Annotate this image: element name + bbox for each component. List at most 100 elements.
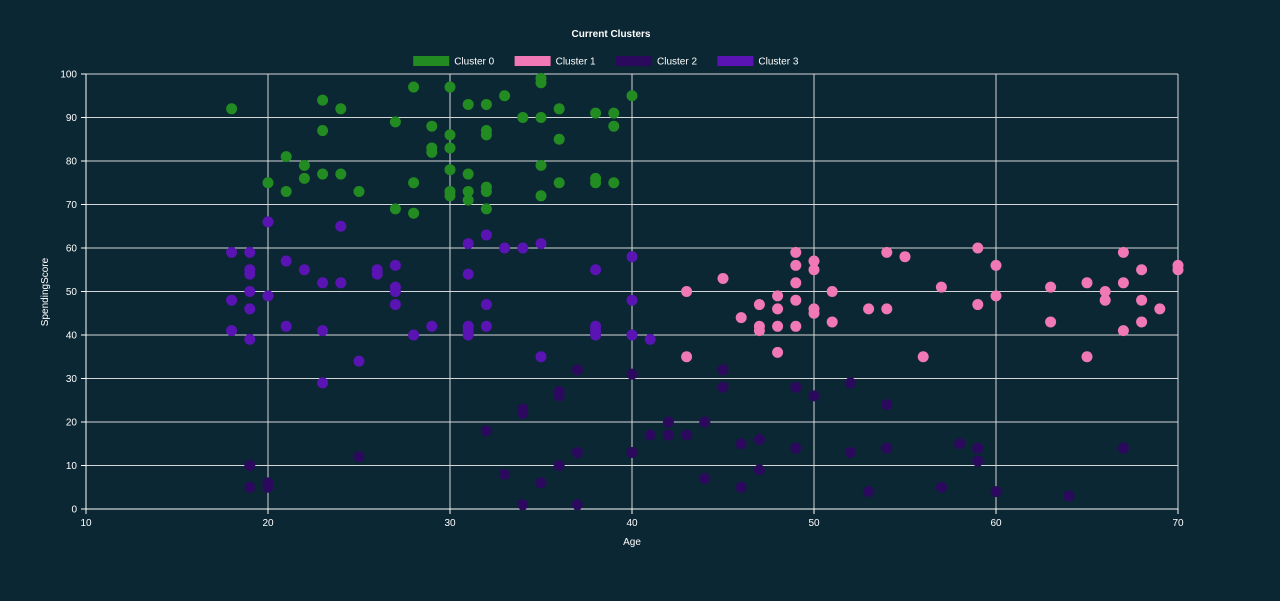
y-tick-label: 0 — [71, 505, 77, 516]
legend-swatch-cluster-0 — [413, 56, 450, 66]
cluster-1-point — [990, 290, 1002, 302]
cluster-0-point — [426, 120, 438, 132]
cluster-2-point — [662, 429, 674, 441]
cluster-0-point — [535, 159, 547, 171]
cluster-3-point — [262, 290, 274, 302]
cluster-0-point — [590, 177, 602, 189]
cluster-0-point — [535, 112, 547, 123]
cluster-1-point — [1136, 294, 1148, 306]
cluster-2-point — [972, 442, 984, 454]
cluster-2-point — [517, 407, 529, 419]
cluster-1-point — [881, 246, 893, 258]
cluster-3-point — [499, 242, 511, 254]
cluster-3-point — [317, 377, 329, 389]
legend-swatch-cluster-3 — [717, 56, 754, 66]
cluster-2-point — [717, 381, 729, 393]
cluster-0-point — [553, 103, 565, 115]
cluster-1-point — [1045, 316, 1057, 328]
cluster-3-point — [462, 268, 474, 280]
cluster-1-point — [717, 272, 729, 284]
cluster-2-point — [480, 425, 492, 437]
cluster-1-point — [1045, 281, 1057, 293]
cluster-3-point — [226, 246, 238, 258]
cluster-1-point — [790, 277, 802, 289]
cluster-2-point — [753, 464, 765, 476]
cluster-1-point — [1117, 277, 1129, 289]
cluster-1-point — [1117, 246, 1129, 258]
cluster-3-point — [335, 277, 347, 289]
chart-title: Current Clusters — [572, 29, 651, 40]
cluster-1-point — [772, 290, 784, 302]
cluster-3-point — [244, 268, 256, 280]
cluster-0-point — [444, 129, 456, 141]
cluster-2-point — [681, 429, 693, 441]
cluster-3-point — [462, 329, 474, 341]
cluster-0-point — [389, 116, 401, 128]
cluster-0-point — [517, 112, 529, 123]
cluster-1-point — [681, 351, 693, 363]
cluster-0-point — [444, 142, 456, 154]
cluster-0-point — [590, 107, 602, 119]
cluster-3-point — [480, 229, 492, 241]
cluster-0-point — [298, 172, 310, 184]
cluster-0-point — [535, 190, 547, 202]
cluster-1-point — [917, 351, 929, 363]
y-tick-label: 90 — [66, 113, 78, 124]
cluster-2-point — [881, 442, 893, 454]
cluster-2-point — [844, 377, 856, 389]
cluster-0-point — [480, 129, 492, 141]
cluster-1-point — [772, 320, 784, 332]
cluster-0-point — [444, 190, 456, 202]
cluster-3-point — [462, 238, 474, 250]
cluster-3-point — [626, 251, 638, 263]
cluster-1-point — [808, 264, 820, 276]
x-tick-label: 70 — [1172, 518, 1184, 529]
cluster-3-point — [353, 355, 365, 367]
cluster-3-point — [480, 299, 492, 311]
cluster-2-point — [717, 364, 729, 376]
cluster-3-point — [480, 320, 492, 332]
y-tick-label: 50 — [66, 287, 78, 298]
cluster-3-point — [317, 277, 329, 289]
cluster-3-point — [317, 325, 329, 337]
cluster-2-point — [662, 416, 674, 428]
cluster-2-point — [571, 364, 583, 376]
cluster-0-point — [317, 94, 329, 106]
cluster-0-point — [608, 177, 620, 189]
cluster-3-point — [389, 286, 401, 297]
cluster-0-point — [317, 168, 329, 180]
cluster-0-point — [408, 177, 420, 189]
cluster-0-point — [426, 146, 438, 158]
cluster-0-point — [462, 185, 474, 197]
cluster-1-point — [863, 303, 875, 315]
cluster-1-point — [735, 312, 747, 324]
cluster-1-point — [826, 286, 838, 297]
legend-swatch-cluster-1 — [514, 56, 551, 66]
x-tick-label: 10 — [80, 518, 92, 529]
cluster-1-point — [935, 281, 947, 293]
cluster-3-point — [590, 329, 602, 341]
y-axis-label: SpendingScore — [40, 257, 51, 326]
cluster-1-point — [826, 316, 838, 328]
cluster-3-point — [626, 294, 638, 306]
y-tick-label: 70 — [66, 200, 78, 211]
cluster-3-point — [408, 329, 420, 341]
cluster-1-point — [753, 299, 765, 311]
cluster-0-point — [335, 103, 347, 115]
x-tick-label: 20 — [262, 518, 274, 529]
cluster-3-point — [280, 255, 292, 267]
y-tick-label: 10 — [66, 461, 78, 472]
cluster-0-point — [444, 164, 456, 176]
cluster-2-point — [972, 455, 984, 467]
cluster-0-point — [535, 77, 547, 89]
cluster-0-point — [280, 185, 292, 197]
y-tick-label: 40 — [66, 331, 78, 342]
cluster-1-point — [790, 259, 802, 271]
cluster-1-point — [808, 255, 820, 267]
cluster-1-point — [881, 303, 893, 315]
cluster-2-point — [990, 486, 1002, 498]
cluster-2-point — [844, 446, 856, 458]
cluster-0-point — [317, 125, 329, 137]
cluster-1-point — [681, 286, 693, 297]
